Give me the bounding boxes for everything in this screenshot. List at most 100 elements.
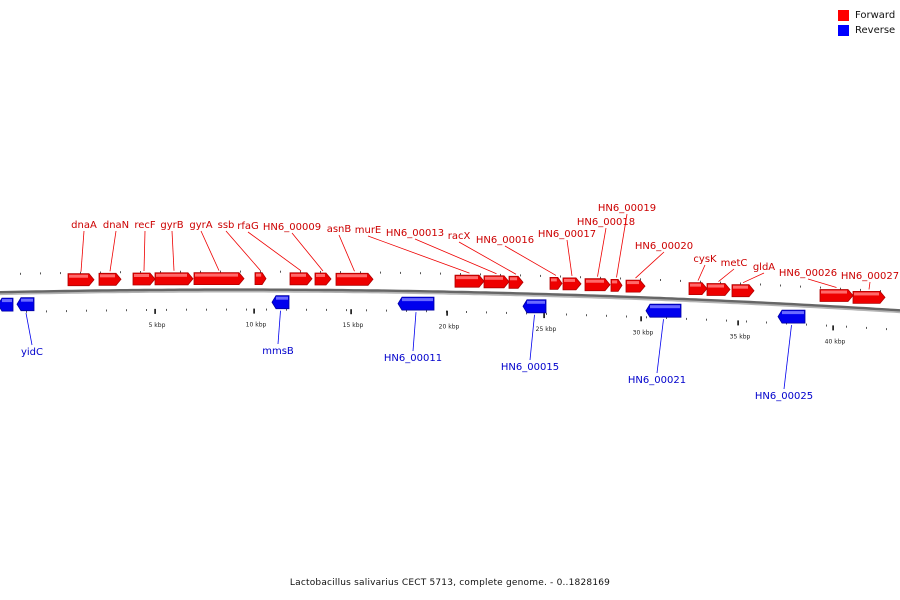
minor-tick xyxy=(386,309,387,312)
minor-tick xyxy=(66,310,67,313)
minor-tick xyxy=(226,308,227,311)
gene-highlight xyxy=(690,283,701,287)
label-connector xyxy=(597,227,607,277)
gene-label: rfaG xyxy=(237,221,259,232)
minor-tick xyxy=(706,318,707,321)
gene-highlight xyxy=(456,276,478,280)
gene-highlight xyxy=(854,292,879,296)
minor-tick xyxy=(200,270,201,273)
major-tick xyxy=(350,309,352,315)
gene-label: HN6_00013 xyxy=(386,228,444,239)
label-connector xyxy=(338,234,355,272)
major-tick xyxy=(154,308,156,314)
minor-tick xyxy=(40,272,41,275)
minor-tick xyxy=(740,282,741,285)
gene-highlight xyxy=(316,273,325,277)
gene-label: cysK xyxy=(693,254,717,265)
genome-backbone xyxy=(0,288,900,312)
gene-highlight xyxy=(100,274,115,278)
minor-tick xyxy=(826,324,827,327)
gene-highlight xyxy=(337,274,367,278)
minor-tick xyxy=(86,309,87,312)
minor-tick xyxy=(606,314,607,317)
label-connector xyxy=(807,278,837,288)
legend-forward-label: Forward xyxy=(855,10,896,21)
major-tick xyxy=(832,325,834,331)
minor-tick xyxy=(160,270,161,273)
minor-tick xyxy=(220,270,221,273)
gene-label: HN6_00016 xyxy=(476,235,534,246)
minor-tick xyxy=(440,272,441,275)
legend-reverse-swatch xyxy=(838,25,849,36)
legend: Forward Reverse xyxy=(838,8,895,38)
label-connector xyxy=(458,241,517,275)
gene-highlight xyxy=(21,298,33,302)
label-connector xyxy=(225,230,261,271)
minor-tick xyxy=(566,313,567,316)
minor-tick xyxy=(306,308,307,311)
legend-forward-swatch xyxy=(838,10,849,21)
gene-highlight xyxy=(276,296,288,300)
major-tick xyxy=(446,310,448,316)
label-connector xyxy=(412,312,417,352)
minor-tick xyxy=(186,308,187,311)
gene-label: gyrB xyxy=(160,220,183,231)
gene-label: gldA xyxy=(753,262,775,273)
scale-label: 5 kbp xyxy=(149,322,166,329)
minor-tick xyxy=(806,323,807,326)
minor-tick xyxy=(660,279,661,281)
gene-highlight xyxy=(195,273,238,277)
minor-tick xyxy=(460,273,461,275)
minor-tick xyxy=(720,281,721,284)
minor-tick xyxy=(300,270,301,273)
label-connector xyxy=(718,268,735,282)
label-connector xyxy=(656,319,664,374)
map-caption: Lactobacillus salivarius CECT 5713, comp… xyxy=(289,578,611,588)
minor-tick xyxy=(686,317,687,320)
gene-label: racX xyxy=(448,231,471,242)
gene-label: gyrA xyxy=(189,220,212,231)
scale-label: 35 kbp xyxy=(730,333,751,340)
minor-tick xyxy=(80,271,81,274)
minor-tick xyxy=(846,325,847,328)
minor-tick xyxy=(266,308,267,311)
gene-highlight xyxy=(527,300,545,304)
scale-label: 40 kbp xyxy=(825,338,846,345)
minor-tick xyxy=(340,271,341,274)
major-tick xyxy=(543,313,545,319)
minor-tick xyxy=(106,309,107,312)
minor-tick xyxy=(100,271,101,274)
label-connector xyxy=(25,313,33,346)
minor-tick xyxy=(626,315,627,318)
major-tick xyxy=(737,320,739,326)
label-connector xyxy=(277,310,281,345)
minor-tick xyxy=(406,309,407,312)
minor-tick xyxy=(760,283,761,286)
label-connector xyxy=(200,230,220,271)
minor-tick xyxy=(26,310,27,313)
minor-tick xyxy=(766,321,767,324)
legend-reverse: Reverse xyxy=(838,23,895,38)
scale-label: 20 kbp xyxy=(439,324,460,331)
minor-tick xyxy=(146,309,147,311)
minor-tick xyxy=(680,279,681,282)
minor-tick xyxy=(346,309,347,312)
minor-tick xyxy=(586,314,587,317)
gene-label: mmsB xyxy=(262,346,294,357)
minor-tick xyxy=(126,309,127,312)
minor-tick xyxy=(526,312,527,315)
label-connector xyxy=(566,239,573,276)
minor-tick xyxy=(286,308,287,311)
minor-tick xyxy=(326,308,327,311)
minor-tick xyxy=(886,328,887,331)
minor-tick xyxy=(800,285,801,288)
label-connector xyxy=(529,314,535,361)
gene-highlight xyxy=(821,290,847,294)
minor-tick xyxy=(140,271,141,273)
gene-highlight xyxy=(402,298,433,302)
minor-tick xyxy=(246,308,247,311)
label-connector xyxy=(697,264,706,281)
gene-label: dnaA xyxy=(71,220,97,231)
minor-tick xyxy=(420,272,421,275)
legend-reverse-label: Reverse xyxy=(855,25,896,36)
